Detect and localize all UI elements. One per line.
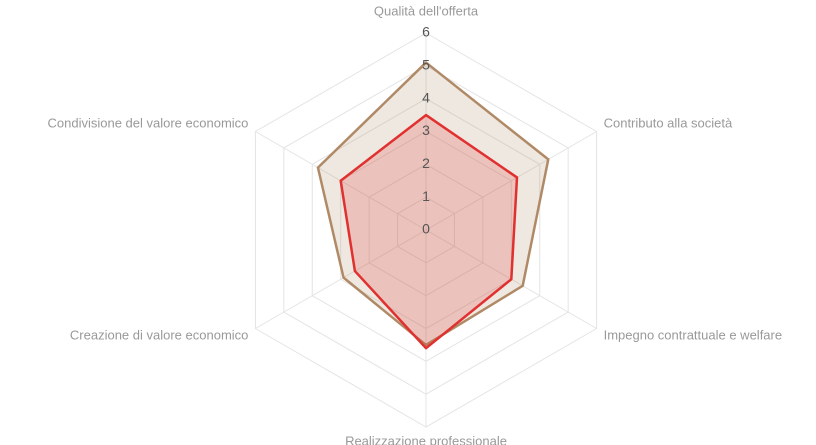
r-tick-label: 6 xyxy=(422,24,430,40)
r-tick-label: 1 xyxy=(422,188,430,204)
axis-label: Realizzazione professionale xyxy=(345,433,507,445)
axis-label: Condivisione del valore economico xyxy=(48,115,249,130)
r-tick-label: 0 xyxy=(422,221,430,237)
r-tick-label: 5 xyxy=(422,57,430,73)
axis-label: Creazione di valore economico xyxy=(70,327,248,342)
axis-label: Contributo alla società xyxy=(604,115,733,130)
r-tick-label: 3 xyxy=(422,122,430,138)
r-tick-label: 2 xyxy=(422,155,430,171)
axis-label: Impegno contrattuale e welfare xyxy=(604,327,783,342)
series-area xyxy=(316,61,550,347)
spoke xyxy=(255,229,427,329)
axis-label: Qualità dell'offerta xyxy=(374,3,479,18)
r-tick-label: 4 xyxy=(422,89,430,105)
series-area xyxy=(339,113,519,350)
spoke xyxy=(425,131,597,231)
